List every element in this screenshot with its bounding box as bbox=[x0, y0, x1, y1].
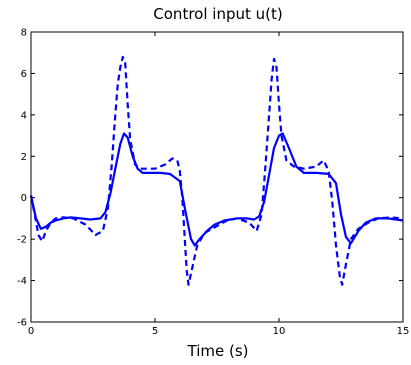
y-tick-label: 6 bbox=[21, 69, 27, 80]
x-tick-label: 10 bbox=[273, 326, 286, 337]
plot-frame bbox=[30, 31, 404, 323]
y-tick-label: -6 bbox=[17, 318, 27, 329]
plot-area bbox=[31, 32, 403, 322]
y-tick-label: 8 bbox=[21, 28, 27, 39]
y-tick-label: 4 bbox=[21, 110, 27, 121]
x-axis-label: Time (s) bbox=[187, 342, 249, 360]
x-tick-label: 5 bbox=[152, 326, 158, 337]
series-layer bbox=[29, 55, 404, 286]
chart-title: Control input u(t) bbox=[153, 5, 282, 23]
x-tick-label: 0 bbox=[28, 326, 34, 337]
y-tick-label: 2 bbox=[21, 152, 27, 163]
y-tick-label: -4 bbox=[17, 276, 27, 287]
y-tick-label: 0 bbox=[21, 193, 27, 204]
series-line-dashed bbox=[29, 55, 404, 286]
y-tick-label: -2 bbox=[17, 235, 27, 246]
x-tick-label: 15 bbox=[397, 326, 410, 337]
